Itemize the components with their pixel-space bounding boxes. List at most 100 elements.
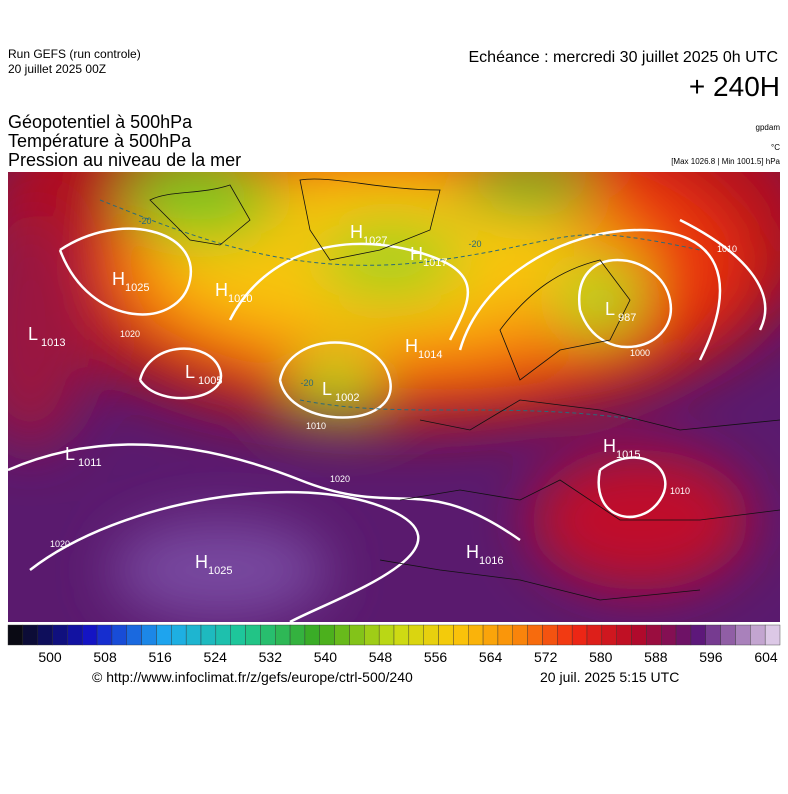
unit-label: °C: [771, 143, 780, 152]
colorbar-cell: [230, 624, 246, 646]
colorbar-cell: [304, 624, 320, 646]
pressure-center-letter: H: [466, 542, 479, 562]
colorbar-cell: [438, 624, 454, 646]
isobar-label: 1020: [120, 329, 140, 339]
pressure-center-value: 1015: [616, 449, 640, 461]
title: Température à 500hPa: [8, 131, 192, 151]
run-name: Run GEFS (run controle): [8, 47, 141, 61]
pressure-center-value: 1014: [418, 349, 442, 361]
lead-time: + 240H: [689, 71, 780, 102]
colorbar-cell: [482, 624, 499, 646]
colorbar-label: 548: [369, 649, 393, 665]
colorbar-label: 564: [479, 649, 503, 665]
colorbar-cell: [557, 624, 573, 646]
colorbar-cell: [185, 624, 202, 646]
pressure-center-value: 1025: [125, 282, 149, 294]
colorbar-label: 500: [38, 649, 62, 665]
colorbar-cell: [527, 624, 543, 646]
colorbar-cell: [82, 624, 98, 646]
pressure-center-value: 1002: [335, 392, 359, 404]
isobar-label: 1000: [630, 348, 650, 358]
isobar-label: 1010: [717, 244, 737, 254]
colorbar-label: 516: [148, 649, 172, 665]
colorbar-cell: [111, 624, 127, 646]
pressure-center-letter: H: [410, 244, 423, 264]
colorbar-cell: [393, 624, 410, 646]
pressure-center-letter: L: [185, 362, 195, 382]
colorbar-cell: [200, 624, 217, 646]
pressure-center-value: 1027: [363, 235, 387, 247]
title: Pression au niveau de la mer: [8, 150, 241, 170]
colorbar: 500 508 516 524 532 540 548 556 564 572 580 588 596 6…: [7, 624, 781, 665]
colorbar-cell: [542, 624, 558, 646]
colorbar-cell: [453, 624, 469, 646]
pressure-center-letter: L: [322, 379, 332, 399]
colorbar-cell: [408, 624, 424, 646]
map-field: [8, 172, 780, 622]
pressure-center-letter: L: [28, 324, 38, 344]
pressure-center-value: 1016: [479, 555, 503, 567]
colorbar-cell: [378, 624, 395, 646]
pressure-center-value: 1013: [41, 337, 65, 349]
colorbar-cell: [156, 624, 172, 646]
colorbar-label: 540: [314, 649, 338, 665]
pressure-center-value: 1020: [228, 293, 252, 305]
colorbar-label: 524: [204, 649, 228, 665]
colorbar-cell: [289, 624, 306, 646]
colorbar-cell: [126, 624, 142, 646]
colorbar-cell: [601, 624, 617, 646]
colorbar-cell: [364, 624, 380, 646]
colorbar-label: 532: [259, 649, 283, 665]
colorbar-cell: [720, 624, 736, 646]
colorbar-cell: [616, 624, 632, 646]
pressure-center-letter: H: [405, 336, 418, 356]
colorbar-cell: [631, 624, 647, 646]
pressure-center-value: 1011: [78, 457, 102, 469]
title: Géopotentiel à 500hPa: [8, 112, 193, 132]
isobar-label: 1020: [50, 539, 70, 549]
pressure-center-letter: H: [350, 222, 363, 242]
pressure-center-value: 1025: [208, 565, 232, 577]
temperature-label: -20: [300, 378, 313, 388]
pressure-center-value: 987: [618, 312, 636, 324]
pressure-center-letter: H: [112, 269, 125, 289]
pressure-center-letter: L: [65, 444, 75, 464]
colorbar-label: 604: [754, 649, 778, 665]
isobar-label: 1010: [670, 486, 690, 496]
run-date: 20 juillet 2025 00Z: [8, 62, 106, 76]
colorbar-cell: [215, 624, 231, 646]
colorbar-cell: [705, 624, 721, 646]
colorbar-cell: [423, 624, 439, 646]
colorbar-cell: [334, 624, 350, 646]
colorbar-cell: [571, 624, 588, 646]
colorbar-cell: [96, 624, 113, 646]
colorbar-cell: [67, 624, 83, 646]
colorbar-cell: [141, 624, 157, 646]
colorbar-cell: [245, 624, 261, 646]
colorbar-label: 596: [699, 649, 723, 665]
colorbar-label: 556: [424, 649, 448, 665]
colorbar-cell: [275, 624, 291, 646]
colorbar-cell: [260, 624, 276, 646]
temperature-label: -20: [468, 239, 481, 249]
colorbar-label: 508: [93, 649, 117, 665]
pressure-center-letter: L: [605, 299, 615, 319]
pressure-center-value: 1017: [423, 257, 447, 269]
colorbar-cell: [22, 624, 38, 646]
colorbar-cell: [37, 624, 53, 646]
colorbar-cell: [586, 624, 603, 646]
colorbar-cell: [690, 624, 706, 646]
colorbar-cell: [512, 624, 528, 646]
pressure-center-letter: H: [215, 280, 228, 300]
colorbar-cell: [764, 624, 781, 646]
colorbar-cell: [468, 624, 484, 646]
pressure-center-letter: H: [195, 552, 208, 572]
forecast-time: Echéance : mercredi 30 juillet 2025 0h U…: [469, 49, 779, 66]
unit-label: [Max 1026.8 | Min 1001.5] hPa: [671, 157, 780, 166]
colorbar-label: 572: [534, 649, 558, 665]
isobar-label: 1020: [330, 474, 350, 484]
colorbar-cell: [497, 624, 513, 646]
colorbar-cell: [675, 624, 692, 646]
